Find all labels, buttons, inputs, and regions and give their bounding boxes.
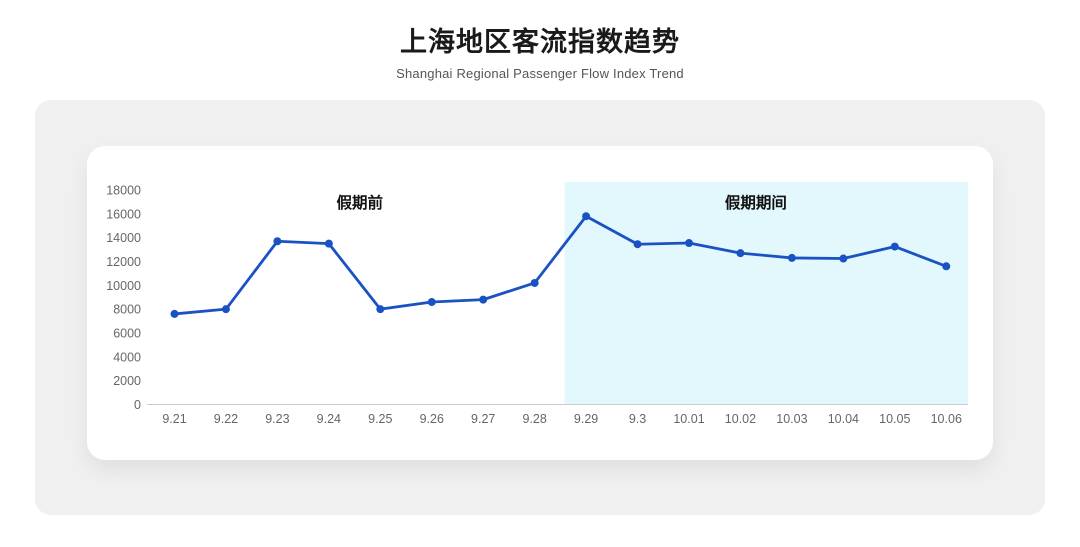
data-point-10.01 xyxy=(685,239,693,248)
x-tick-label: 10.04 xyxy=(828,412,859,426)
y-tick-label: 16000 xyxy=(106,207,141,221)
x-tick-label: 9.28 xyxy=(522,412,546,426)
data-point-10.04 xyxy=(839,254,848,263)
y-tick-label: 12000 xyxy=(106,255,141,269)
data-point-10.05 xyxy=(890,242,899,251)
x-tick-label: 9.25 xyxy=(368,412,392,426)
y-tick-label: 0 xyxy=(134,398,141,412)
x-tick-label: 10.02 xyxy=(725,412,756,426)
data-point-9.29 xyxy=(582,212,591,221)
y-tick-label: 6000 xyxy=(113,327,141,341)
x-tick-label: 9.29 xyxy=(574,412,598,426)
y-tick-label: 2000 xyxy=(113,374,141,388)
data-point-9.22 xyxy=(221,305,230,314)
chart-svg: 0 2000 4000 6000 8000 10000 12000 14000 16000 180… xyxy=(106,182,968,426)
data-point-10.03 xyxy=(787,253,796,262)
x-tick-label: 9.22 xyxy=(214,412,238,426)
data-point-10.02 xyxy=(736,249,745,258)
x-tick-label: 9.26 xyxy=(420,412,444,426)
x-tick-label: 10.05 xyxy=(879,412,910,426)
data-point-9.26 xyxy=(427,298,436,307)
x-tick-label: 10.06 xyxy=(931,412,962,426)
chart-subtitle: Shanghai Regional Passenger Flow Index T… xyxy=(396,66,684,81)
data-point-9.27 xyxy=(479,295,488,304)
annotation-假期前: 假期前 xyxy=(336,193,383,212)
y-tick-label: 10000 xyxy=(106,279,141,293)
chart-header: 上海地区客流指数趋势 Shanghai Regional Passenger F… xyxy=(0,20,1080,81)
x-tick-label: 9.23 xyxy=(265,412,289,426)
data-point-9.28 xyxy=(530,278,539,287)
y-tick-label: 18000 xyxy=(106,184,141,198)
data-point-9.3 xyxy=(633,240,642,249)
x-tick-label: 10.01 xyxy=(673,412,704,426)
y-tick-label: 14000 xyxy=(106,231,141,245)
data-point-9.24 xyxy=(324,239,333,248)
y-tick-label: 4000 xyxy=(113,350,141,364)
data-point-9.21 xyxy=(170,309,179,318)
x-tick-label: 9.27 xyxy=(471,412,495,426)
chart-card: 0 2000 4000 6000 8000 10000 12000 14000 16000 180… xyxy=(87,146,993,460)
holiday-band xyxy=(564,182,968,405)
data-point-10.06 xyxy=(942,262,951,271)
data-point-9.25 xyxy=(376,305,385,314)
chart-title: 上海地区客流指数趋势 xyxy=(400,27,680,57)
flow-line-series xyxy=(173,214,948,316)
annotation-假期期间: 假期期间 xyxy=(725,193,787,212)
data-point-9.23 xyxy=(273,237,282,246)
y-tick-label: 8000 xyxy=(113,303,141,317)
x-tick-label: 9.3 xyxy=(629,412,646,426)
chart-panel: 0 2000 4000 6000 8000 10000 12000 14000 16000 180… xyxy=(35,100,1045,515)
x-tick-label: 10.03 xyxy=(776,412,807,426)
x-tick-label: 9.21 xyxy=(162,412,186,426)
x-tick-label: 9.24 xyxy=(317,412,341,426)
